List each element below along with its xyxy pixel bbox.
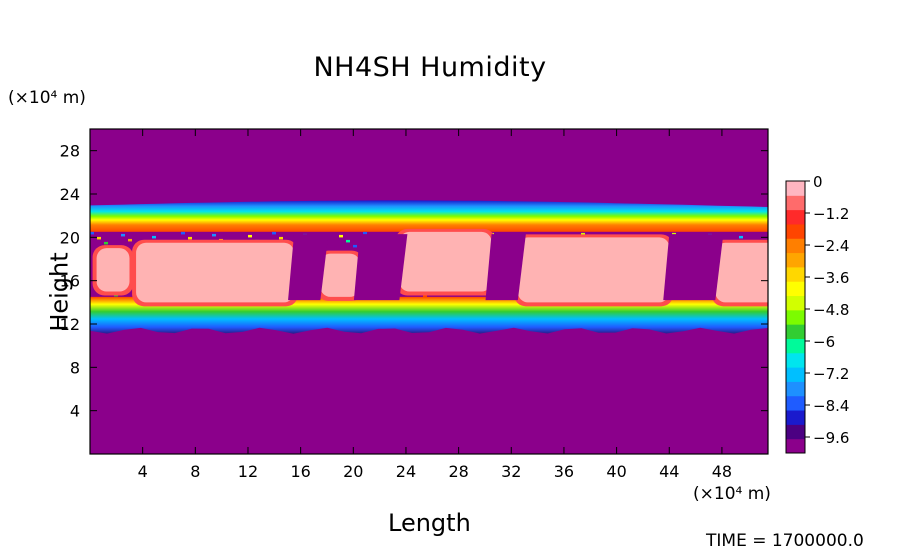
heatmap-speckle: [363, 231, 367, 235]
heatmap-speckle: [339, 234, 343, 238]
heatmap-saturated-region: [517, 237, 670, 303]
colorbar-swatch: [786, 195, 805, 211]
heatmap-saturated-region: [715, 242, 768, 303]
heatmap-speckle: [181, 231, 185, 235]
chart-title: NH4SH Humidity: [313, 52, 547, 83]
plot-frame: [89, 128, 769, 455]
heatmap-speckle: [272, 231, 276, 235]
colorbar-swatch: [786, 266, 805, 282]
colorbar-label: −7.2: [813, 365, 849, 383]
x-tick-label: 28: [448, 462, 468, 481]
colorbar-label: −8.4: [813, 397, 849, 415]
x-tick-label: 4: [138, 462, 148, 481]
colorbar-label: −2.4: [813, 237, 849, 255]
colorbar-label: −6: [813, 333, 835, 351]
x-tick-label: 48: [712, 462, 732, 481]
colorbar-label: −1.2: [813, 205, 849, 223]
x-axis-unit: (×10⁴ m): [693, 484, 771, 504]
y-tick-label: 12: [60, 315, 80, 334]
heatmap-upper-band: [90, 200, 768, 232]
colorbar-swatch: [786, 324, 805, 339]
colorbar-swatch: [786, 438, 805, 454]
x-tick-label: 32: [501, 462, 521, 481]
heatmap-speckle: [188, 236, 192, 240]
heatmap-speckle: [90, 231, 94, 235]
y-tick-label: 8: [70, 358, 80, 377]
x-tick-label: 36: [554, 462, 574, 481]
heatmap-speckle: [346, 239, 350, 243]
colorbar-swatch: [786, 223, 805, 239]
colorbar-swatch: [786, 252, 805, 268]
y-tick-label: 28: [60, 142, 80, 161]
heatmap-speckle: [152, 235, 156, 239]
colorbar-swatch: [786, 338, 805, 354]
x-tick-label: 20: [343, 462, 363, 481]
y-axis-unit: (×10⁴ m): [8, 88, 86, 108]
heatmap-saturated-region: [399, 231, 492, 292]
heatmap-gap: [353, 234, 408, 301]
heatmap-speckle: [104, 241, 108, 245]
heatmap-saturated-region: [320, 253, 360, 297]
heatmap-saturated-region: [136, 242, 295, 303]
x-tick-label: 16: [290, 462, 310, 481]
colorbar-label: −9.6: [813, 429, 849, 447]
heatmap-speckle: [353, 244, 357, 248]
colorbar-swatch: [786, 395, 805, 411]
colorbar-swatch: [786, 281, 805, 297]
colorbar-swatch: [786, 381, 805, 397]
colorbar-frame: [785, 180, 806, 454]
colorbar-swatch: [786, 309, 805, 325]
y-tick-label: 4: [70, 402, 80, 421]
y-tick-label: 24: [60, 185, 80, 204]
x-tick-label: 12: [238, 462, 258, 481]
x-axis-label: Length: [388, 509, 471, 537]
heatmap-speckle: [279, 236, 283, 240]
heatmap-gap: [663, 234, 724, 301]
heatmap-speckle: [423, 294, 427, 298]
y-tick-label: 16: [60, 272, 80, 291]
heatmap-gap: [288, 234, 329, 301]
heatmap-speckle: [248, 234, 252, 238]
heatmap-speckle: [739, 235, 743, 239]
colorbar-label: −3.6: [813, 269, 849, 287]
colorbar-swatch: [786, 410, 805, 425]
x-tick-label: 44: [659, 462, 679, 481]
heatmap-gap: [485, 234, 526, 301]
heatmap-speckle: [128, 238, 132, 242]
x-tick-label: 24: [396, 462, 416, 481]
colorbar-swatch: [786, 424, 805, 440]
y-tick-label: 20: [60, 228, 80, 247]
colorbar-swatch: [786, 238, 805, 254]
colorbar-swatch: [786, 367, 805, 382]
heatmap-speckle: [581, 232, 585, 236]
colorbar-swatch: [786, 181, 805, 196]
heatmap-speckle: [97, 236, 101, 240]
colorbar-swatch: [786, 295, 805, 311]
heatmap-speckle: [121, 233, 125, 237]
colorbar-swatch: [786, 352, 805, 368]
heatmap-saturated-region: [96, 248, 130, 292]
heatmap-speckle: [212, 233, 216, 237]
colorbar-label: 0: [813, 173, 823, 191]
colorbar-label: −4.8: [813, 301, 849, 319]
colorbar-swatch: [786, 209, 805, 225]
x-tick-label: 40: [606, 462, 626, 481]
x-tick-label: 8: [190, 462, 200, 481]
